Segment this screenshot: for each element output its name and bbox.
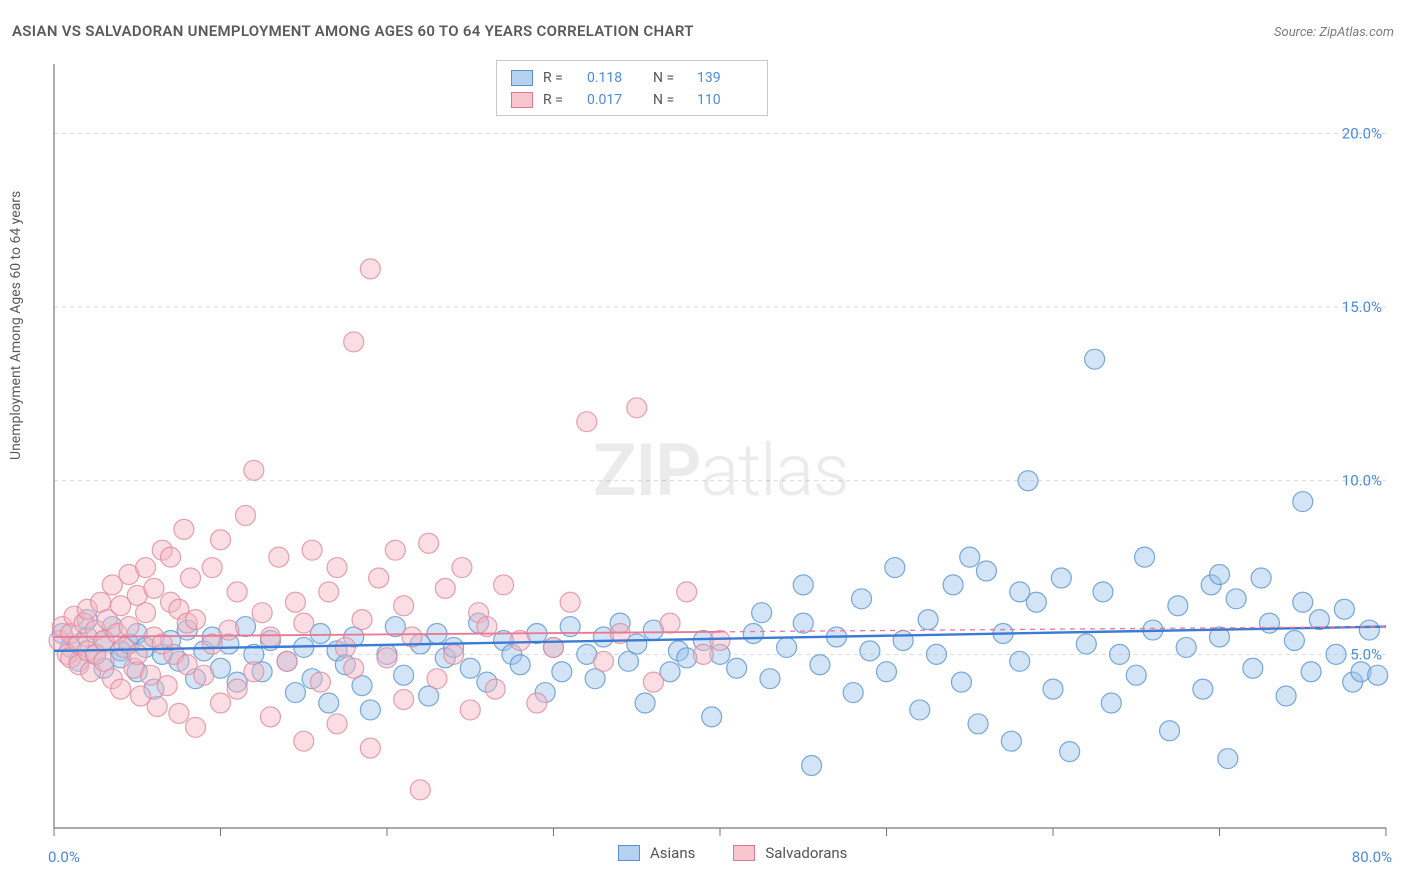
series-legend: Asians Salvadorans (618, 844, 847, 862)
legend-row-salvadorans: R = 0.017 N = 110 (511, 89, 753, 111)
title-bar: ASIAN VS SALVADORAN UNEMPLOYMENT AMONG A… (12, 22, 1394, 40)
swatch-salvadorans (733, 845, 755, 861)
n-value: 110 (697, 92, 753, 108)
legend-row-asians: R = 0.118 N = 139 (511, 67, 753, 89)
source-label: Source: ZipAtlas.com (1274, 25, 1394, 40)
chart-title: ASIAN VS SALVADORAN UNEMPLOYMENT AMONG A… (12, 22, 694, 40)
legend-label: Salvadorans (765, 844, 847, 862)
swatch-salvadorans (511, 92, 533, 108)
svg-text:5.0%: 5.0% (1350, 645, 1382, 663)
plot-container: ZIPatlas R = 0.118 N = 139 R = 0.017 N =… (48, 58, 1392, 840)
n-value: 139 (697, 70, 753, 86)
x-axis-end-label: 80.0% (1352, 848, 1392, 866)
r-value: 0.017 (587, 92, 643, 108)
legend-entry-asians: Asians (618, 844, 695, 862)
legend-label: Asians (650, 844, 695, 862)
r-value: 0.118 (587, 70, 643, 86)
swatch-asians (511, 70, 533, 86)
n-label: N = (653, 70, 687, 86)
x-axis-start-label: 0.0% (48, 848, 80, 866)
scatter-plot: 5.0% 10.0% 15.0% 20.0% (48, 58, 1392, 840)
legend-entry-salvadorans: Salvadorans (733, 844, 847, 862)
swatch-asians (618, 845, 640, 861)
r-label: R = (543, 92, 577, 108)
svg-text:20.0%: 20.0% (1342, 124, 1382, 142)
r-label: R = (543, 70, 577, 86)
svg-text:10.0%: 10.0% (1342, 472, 1382, 490)
y-axis-label: Unemployment Among Ages 60 to 64 years (8, 191, 24, 460)
correlation-legend: R = 0.118 N = 139 R = 0.017 N = 110 (496, 60, 768, 116)
svg-text:15.0%: 15.0% (1342, 298, 1382, 316)
n-label: N = (653, 92, 687, 108)
